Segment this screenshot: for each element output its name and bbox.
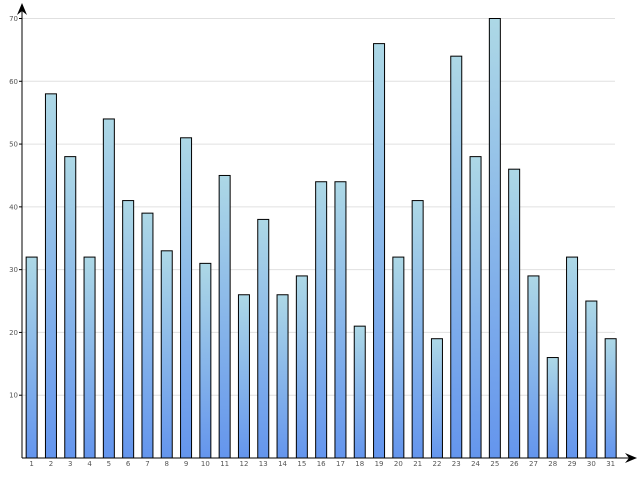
x-tick-label-10: 10 [201,460,210,468]
x-tick-label-18: 18 [355,460,364,468]
bar-12 [237,294,250,459]
y-tick-label-50: 50 [9,141,18,149]
bar-18 [353,325,366,459]
bar-24 [469,156,482,459]
x-tick-label-29: 29 [568,460,577,468]
bar-17 [334,181,347,459]
bar-29 [566,256,579,459]
bar-4 [83,256,96,459]
x-tick-label-4: 4 [87,460,92,468]
x-tick-label-20: 20 [394,460,403,468]
bar-16 [315,181,328,459]
y-tick-label-40: 40 [9,203,18,211]
x-tick-label-25: 25 [490,460,499,468]
x-tick-label-23: 23 [452,460,461,468]
x-tick-label-11: 11 [220,460,229,468]
y-tick-label-20: 20 [9,329,18,337]
bar-22 [430,338,443,459]
x-tick-label-28: 28 [548,460,557,468]
bar-30 [585,300,598,459]
bar-28 [546,357,559,459]
x-tick-label-7: 7 [145,460,149,468]
x-tick-label-19: 19 [375,460,384,468]
bar-9 [180,137,193,459]
x-tick-label-31: 31 [606,460,615,468]
x-tick-label-8: 8 [165,460,169,468]
bars [25,18,617,459]
bar-7 [141,212,154,459]
x-tick-label-9: 9 [184,460,188,468]
x-tick-label-26: 26 [510,460,519,468]
bar-6 [122,200,135,459]
x-tick-label-17: 17 [336,460,345,468]
x-tick-label-21: 21 [413,460,422,468]
x-tick-label-5: 5 [107,460,111,468]
bar-5 [102,118,115,459]
y-tick-label-60: 60 [9,78,18,86]
x-tick-label-12: 12 [239,460,248,468]
x-tick-labels: 1 2 3 4 5 6 7 8 9 10 11 12 13 14 15 16 17 18 19 20 21 22 23 24 2… [29,460,615,468]
bar-1 [25,256,38,459]
x-tick-label-13: 13 [259,460,268,468]
axes [17,3,637,463]
bar-27 [527,275,540,459]
x-tick-label-24: 24 [471,460,480,468]
bar-14 [276,294,289,459]
x-tick-label-2: 2 [49,460,53,468]
x-tick-label-6: 6 [126,460,131,468]
x-tick-label-3: 3 [68,460,72,468]
x-tick-label-16: 16 [317,460,326,468]
bar-23 [450,55,463,459]
y-tick-label-70: 70 [9,15,18,23]
y-axis-arrow-icon [17,3,27,15]
y-tick-label-10: 10 [9,392,18,400]
x-tick-label-1: 1 [29,460,33,468]
x-tick-label-22: 22 [432,460,441,468]
x-tick-label-15: 15 [297,460,306,468]
bar-31 [604,338,617,459]
x-tick-label-27: 27 [529,460,538,468]
bar-2 [44,93,57,459]
x-tick-label-30: 30 [587,460,596,468]
bar-11 [218,174,231,459]
bar-10 [199,262,212,459]
bar-8 [160,250,173,459]
bar-3 [64,156,77,459]
bar-20 [392,256,405,459]
y-tick-labels: 10 20 30 40 50 60 70 [9,15,22,400]
y-tick-label-30: 30 [9,266,18,274]
bar-21 [411,200,424,459]
x-axis-arrow-icon [625,453,637,463]
bar-15 [295,275,308,459]
bar-26 [508,168,521,459]
bar-19 [373,43,386,459]
x-tick-label-14: 14 [278,460,287,468]
bar-25 [488,18,501,459]
bar-13 [257,218,270,459]
